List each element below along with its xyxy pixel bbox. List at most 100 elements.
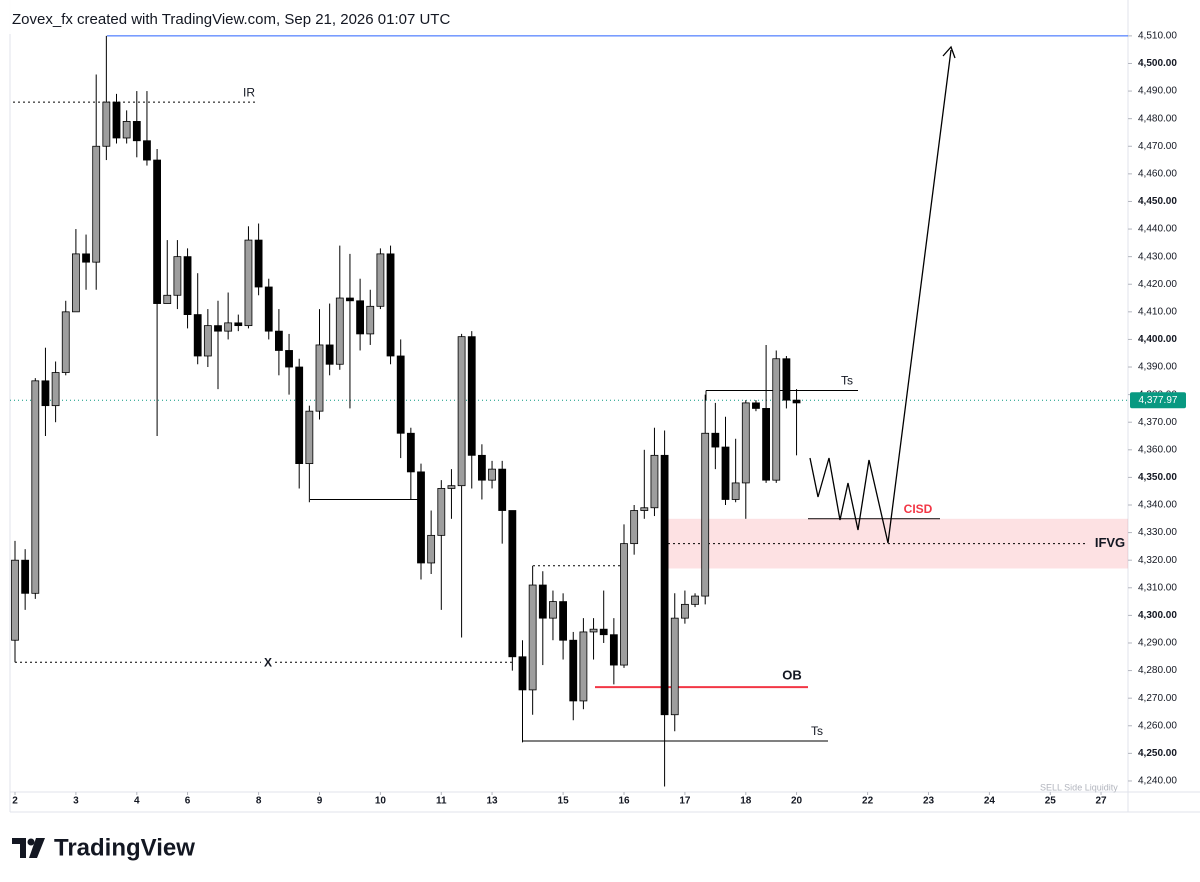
candle-body	[711, 432, 720, 448]
title-bg	[0, 0, 450, 34]
candle-body	[41, 380, 50, 407]
y-tick-label: 4,500.00	[1138, 58, 1177, 69]
y-tick-label: 4,480.00	[1138, 113, 1177, 124]
x-tick-label: 20	[791, 796, 803, 807]
candle-body	[589, 628, 598, 633]
candle-body	[691, 595, 699, 605]
y-tick-label: 4,460.00	[1138, 168, 1177, 179]
y-tick-label: 4,510.00	[1138, 31, 1177, 42]
candle-body	[528, 584, 537, 691]
candle-body	[305, 410, 314, 465]
x-tick-label: 18	[740, 796, 752, 807]
candle-body	[762, 408, 770, 481]
last-price-tag	[1130, 392, 1186, 409]
candle-body	[295, 366, 304, 465]
y-tick-label: 4,340.00	[1138, 500, 1177, 511]
candle-body	[609, 634, 618, 666]
candle-body	[366, 305, 375, 335]
candle-body	[630, 510, 639, 545]
candle-body	[153, 159, 162, 304]
candle-body	[11, 559, 19, 641]
candle-body	[356, 300, 365, 335]
y-tick-label: 4,430.00	[1138, 251, 1177, 262]
x-tick-label: 6	[185, 796, 191, 807]
y-tick-label: 4,300.00	[1138, 610, 1177, 621]
candle-body	[518, 656, 527, 691]
y-tick-label: 4,270.00	[1138, 693, 1177, 704]
y-tick-label: 4,390.00	[1138, 362, 1177, 373]
candle-body	[31, 380, 40, 594]
candle-body	[335, 297, 344, 365]
x-tick-label: 10	[375, 796, 387, 807]
candle-body	[132, 121, 141, 142]
candle-body	[549, 601, 557, 619]
y-tick-label: 4,250.00	[1138, 748, 1177, 759]
candle-body	[173, 256, 182, 296]
candle-body	[224, 322, 233, 332]
candle-body	[427, 534, 436, 564]
candle-body	[315, 344, 324, 412]
level-label: X	[264, 655, 272, 669]
candle-body	[772, 358, 781, 481]
x-tick-label: 23	[923, 796, 935, 807]
candle-body	[701, 432, 710, 597]
candle-body	[741, 402, 750, 484]
candle-body	[660, 454, 669, 716]
x-tick-label: 13	[486, 796, 498, 807]
y-tick-label: 4,360.00	[1138, 444, 1177, 455]
candle-body	[61, 311, 70, 373]
x-tick-label: 4	[134, 796, 140, 807]
candle-body	[376, 253, 385, 307]
x-tick-label: 24	[984, 796, 996, 807]
candles	[11, 35, 801, 787]
candle-body	[457, 336, 466, 487]
candle-body	[92, 145, 101, 263]
y-tick-label: 4,320.00	[1138, 555, 1177, 566]
candle-body	[203, 325, 212, 357]
brand-name: TradingView	[54, 834, 195, 861]
y-tick-label: 4,370.00	[1138, 417, 1177, 428]
candle-body	[559, 601, 567, 641]
candle-body	[620, 543, 628, 666]
candle-body	[640, 507, 649, 511]
level-label: CISD	[904, 502, 933, 516]
x-tick-label: 15	[558, 796, 570, 807]
candle-body	[386, 253, 395, 357]
candle-body	[579, 631, 588, 702]
label-bg	[261, 655, 275, 670]
y-tick-label: 4,290.00	[1138, 638, 1177, 649]
candle-body	[193, 314, 202, 357]
candle-body	[163, 294, 172, 304]
logo-slash	[29, 838, 45, 858]
candle-body	[437, 488, 446, 536]
level-label: IFVG	[1095, 535, 1125, 550]
y-tick-label: 4,260.00	[1138, 720, 1177, 731]
y-tick-label: 4,420.00	[1138, 279, 1177, 290]
y-tick-label: 4,410.00	[1138, 306, 1177, 317]
brand-logo: TradingView	[12, 834, 195, 861]
candle-body	[21, 559, 30, 594]
level-label: IR	[243, 85, 255, 99]
candle-body	[417, 471, 425, 564]
candle-body	[143, 140, 151, 161]
candle-body	[731, 482, 740, 500]
x-tick-label: 27	[1095, 796, 1107, 807]
y-tick-label: 4,240.00	[1138, 776, 1177, 787]
y-tick-label: 4,470.00	[1138, 141, 1177, 152]
candle-body	[325, 344, 334, 365]
y-tick-label: 4,450.00	[1138, 196, 1177, 207]
candle-body	[792, 399, 801, 404]
x-tick-label: 22	[862, 796, 874, 807]
candle-body	[214, 325, 222, 332]
candle-body	[285, 350, 293, 368]
candle-body	[670, 617, 679, 716]
level-label: OB	[782, 668, 802, 683]
candle-body	[82, 253, 90, 263]
candle-body	[599, 628, 608, 636]
x-tick-label: 9	[317, 796, 323, 807]
y-tick-label: 4,490.00	[1138, 86, 1177, 97]
candle-body	[650, 454, 659, 509]
candle-body	[406, 432, 415, 473]
candle-body	[569, 639, 578, 702]
